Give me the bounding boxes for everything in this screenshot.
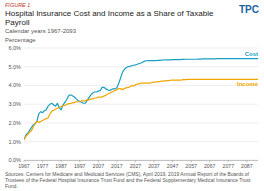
x-tick-label: 1997 (74, 163, 86, 169)
x-tick (79, 160, 80, 162)
grid-line (24, 48, 258, 49)
x-tick-label: 1987 (55, 163, 67, 169)
x-tick-label: 2037 (148, 163, 160, 169)
logo-text: TPC (239, 4, 259, 15)
series-line (24, 59, 258, 140)
series-label: Income (237, 81, 259, 87)
x-tick (209, 160, 210, 162)
subtitle: Calendar years 1967-2093 (5, 28, 77, 34)
y-tick-label: 2.0% (8, 120, 21, 126)
x-tick (24, 160, 25, 162)
series-labels: Cost Income (237, 51, 259, 88)
lines (24, 59, 258, 140)
text-line: Payroll (5, 18, 30, 27)
y-tick-label: 5.0% (8, 64, 21, 70)
x-tick (172, 160, 173, 162)
x-tick (154, 160, 155, 162)
axes: 0.0%1.0%2.0%3.0%4.0%5.0%6.0%196719771987… (8, 45, 258, 169)
y-tick-label: 1.0% (8, 139, 21, 145)
x-tick (42, 160, 43, 162)
x-tick (246, 160, 247, 162)
grid-line (24, 141, 258, 142)
grid-line (24, 122, 258, 123)
y-tick-label: 6.0% (8, 45, 21, 51)
grid-line (24, 85, 258, 86)
x-tick-label: 2017 (111, 163, 123, 169)
text-line: Fund. (5, 183, 18, 189)
x-tick-label: 2027 (130, 163, 142, 169)
x-tick (135, 160, 136, 162)
grid-line (24, 160, 258, 161)
y-tick-label: 3.0% (8, 101, 21, 107)
figure-label: FIGURE 1 (5, 2, 30, 8)
x-tick (61, 160, 62, 162)
x-tick-label: 2007 (93, 163, 105, 169)
text-line: Trustees of the Federal Hospital Insuran… (5, 177, 251, 183)
x-tick-label: 2087 (241, 163, 253, 169)
y-axis-label: Percentage (5, 37, 36, 43)
x-tick-label: 2077 (223, 163, 235, 169)
x-tick (98, 160, 99, 162)
y-tick-label: 4.0% (8, 82, 21, 88)
x-tick (228, 160, 229, 162)
grid (24, 48, 258, 160)
grid-line (24, 66, 258, 67)
grid-line (24, 104, 258, 105)
x-tick-label: 1967 (18, 163, 30, 169)
series-label: Cost (245, 51, 258, 57)
x-tick-label: 1977 (37, 163, 49, 169)
x-tick-label: 2057 (185, 163, 197, 169)
x-tick (191, 160, 192, 162)
x-axis (24, 160, 258, 161)
x-tick-label: 2047 (167, 163, 179, 169)
source: Sources: Centers for Medicare and Medica… (5, 171, 251, 189)
x-tick-label: 2067 (204, 163, 216, 169)
x-tick (116, 160, 117, 162)
chart: TPC FIGURE 1Hospital Insurance Cost and I… (0, 0, 264, 191)
title: Hospital Insurance Cost and Income as a … (5, 9, 214, 27)
text-line: Hospital Insurance Cost and Income as a … (5, 9, 214, 18)
series-line (24, 79, 258, 140)
